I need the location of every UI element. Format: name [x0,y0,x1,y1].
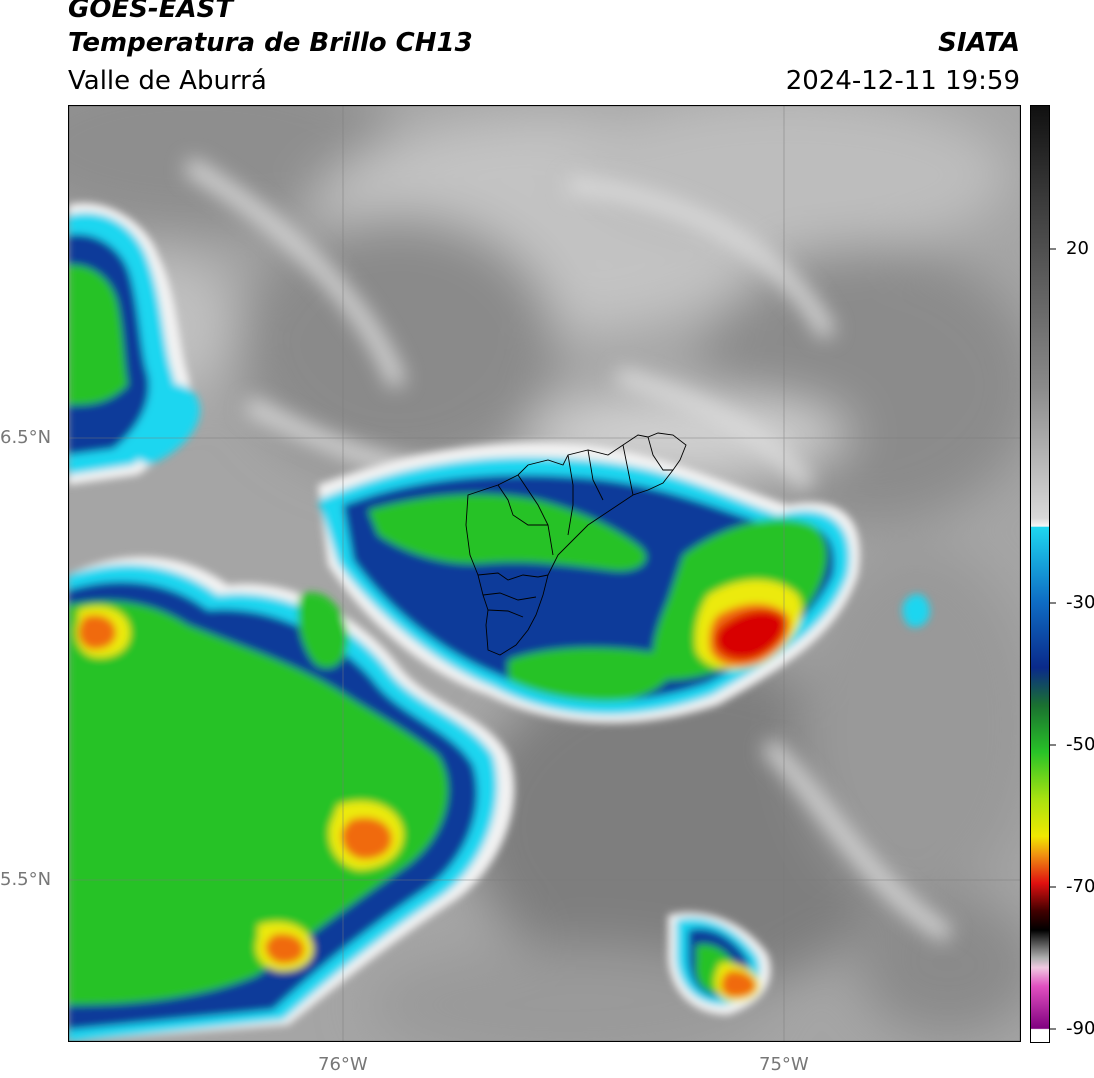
lon-label-75w: 75°W [759,1054,809,1075]
brightness-temperature-map [68,105,1021,1042]
region-label: Valle de Aburrá [68,66,267,96]
agency-label: SIATA [938,28,1020,58]
valle-de-aburra-boundaries [465,432,687,656]
colorbar-label-minus90: -90 [1066,1018,1094,1039]
map-frame [68,105,1021,1042]
colorbar-label-minus30: -30 [1066,592,1094,613]
graticule [68,105,1021,1042]
product-title: Temperatura de Brillo CH13 [68,28,473,58]
cold-cloud-cells [68,203,930,1042]
datetime-label: 2024-12-11 19:59 [785,66,1020,96]
lat-label-6-5n: 6.5°N [0,427,52,448]
colorbar-ticks [1050,248,1056,1030]
lon-label-76w: 76°W [318,1054,368,1075]
colorbar-label-minus70: -70 [1066,876,1094,897]
colorbar-label-minus50: -50 [1066,734,1094,755]
colorbar-fill [1030,105,1050,1043]
colorbar-label-20: 20 [1066,238,1089,259]
satellite-title: GOES-EAST [68,0,234,24]
lat-label-5-5n: 5.5°N [0,869,52,890]
temperature-colorbar [1030,105,1056,1043]
